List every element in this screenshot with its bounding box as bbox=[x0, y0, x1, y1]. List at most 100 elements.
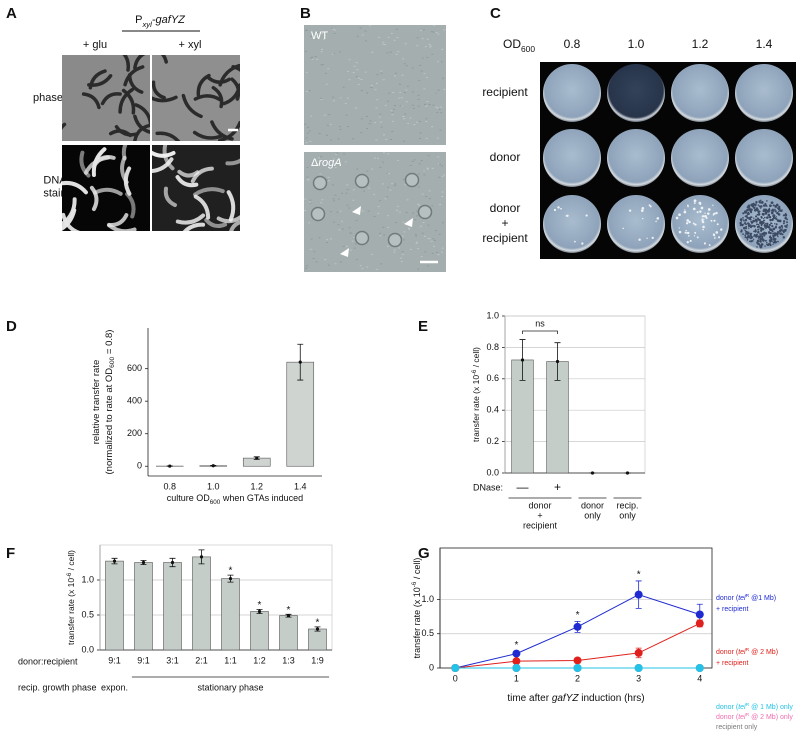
data-point bbox=[555, 359, 560, 364]
texture bbox=[319, 173, 322, 175]
colony bbox=[763, 223, 767, 227]
cell bbox=[162, 145, 175, 171]
x-tick-label: 3 bbox=[636, 673, 641, 683]
colony bbox=[678, 227, 680, 229]
texture bbox=[419, 64, 422, 66]
colony bbox=[684, 231, 687, 234]
colony bbox=[775, 225, 777, 228]
colony bbox=[776, 207, 779, 209]
colony bbox=[688, 220, 691, 224]
texture bbox=[415, 235, 418, 237]
panel-label: B bbox=[300, 5, 311, 22]
annotation: * bbox=[637, 570, 641, 581]
legend-label-part: recipient only bbox=[716, 724, 758, 731]
colony bbox=[746, 239, 749, 241]
texture bbox=[345, 114, 348, 116]
texture bbox=[373, 157, 376, 159]
texture bbox=[348, 59, 351, 61]
texture bbox=[394, 183, 397, 185]
texture bbox=[398, 97, 401, 99]
texture bbox=[332, 53, 335, 55]
texture bbox=[355, 62, 358, 64]
cell bbox=[62, 212, 81, 231]
texture bbox=[305, 137, 308, 139]
colony bbox=[678, 213, 681, 217]
colony bbox=[649, 205, 652, 208]
texture bbox=[307, 126, 310, 128]
cell bbox=[133, 114, 150, 134]
colony bbox=[566, 214, 569, 217]
colony bbox=[761, 212, 765, 216]
texture bbox=[383, 152, 386, 154]
texture bbox=[320, 202, 323, 204]
texture bbox=[386, 196, 389, 198]
colony bbox=[640, 209, 644, 212]
texture bbox=[437, 156, 440, 158]
colony bbox=[715, 211, 718, 215]
legend-label-part: @ 2 Mb) only bbox=[749, 714, 793, 721]
texture bbox=[395, 53, 398, 55]
colony bbox=[743, 223, 745, 225]
bar bbox=[221, 578, 240, 651]
legend-label-part: R bbox=[746, 647, 750, 653]
colony bbox=[744, 210, 748, 214]
row-label: DNA bbox=[43, 174, 67, 186]
y-axis-label: transfer rate (x 10-6 / cell) bbox=[411, 558, 422, 659]
texture bbox=[411, 104, 414, 106]
texture bbox=[306, 167, 309, 169]
image-label-part: rogA bbox=[318, 157, 341, 169]
colony bbox=[754, 218, 758, 222]
texture bbox=[337, 224, 340, 226]
texture bbox=[334, 194, 337, 196]
row-label: recipient bbox=[482, 231, 528, 245]
plate bbox=[607, 195, 665, 253]
colony bbox=[760, 229, 763, 232]
texture bbox=[423, 88, 426, 90]
texture bbox=[413, 124, 416, 126]
texture bbox=[382, 134, 385, 136]
colony bbox=[758, 201, 761, 204]
texture bbox=[432, 104, 435, 106]
texture bbox=[347, 71, 350, 73]
texture bbox=[409, 164, 412, 166]
texture bbox=[389, 51, 392, 53]
colony bbox=[744, 219, 747, 222]
texture bbox=[384, 104, 387, 106]
texture bbox=[423, 170, 426, 172]
row-label: + bbox=[501, 216, 508, 230]
colony bbox=[693, 235, 696, 237]
cell bbox=[93, 187, 123, 196]
texture bbox=[404, 43, 407, 45]
colony bbox=[705, 217, 708, 219]
texture bbox=[436, 251, 439, 253]
colony bbox=[686, 241, 689, 244]
colony bbox=[756, 208, 759, 211]
cell bbox=[62, 180, 88, 195]
cell bbox=[93, 155, 116, 167]
texture bbox=[335, 153, 338, 155]
colony bbox=[779, 219, 781, 221]
legend-label-part: R bbox=[746, 702, 750, 708]
colony bbox=[766, 216, 769, 219]
cell bbox=[107, 223, 137, 231]
colony bbox=[742, 212, 745, 215]
x-tick-label: 1:2 bbox=[253, 655, 266, 665]
texture bbox=[346, 184, 349, 186]
texture bbox=[330, 238, 333, 240]
colony bbox=[765, 227, 767, 230]
bar bbox=[279, 615, 298, 651]
colony bbox=[678, 230, 682, 234]
group-label: donor bbox=[581, 500, 604, 510]
legend-label-part: @ 2 Mb) bbox=[749, 649, 778, 656]
texture bbox=[376, 74, 379, 76]
texture bbox=[334, 167, 337, 169]
y-axis-label-part: transfer rate (x 10 bbox=[471, 375, 481, 442]
cell bbox=[118, 87, 135, 114]
cell bbox=[122, 55, 131, 72]
texture bbox=[420, 225, 423, 227]
texture bbox=[371, 51, 374, 53]
colony bbox=[692, 207, 696, 211]
x-axis-label-part: gafYZ bbox=[552, 693, 580, 704]
texture bbox=[439, 106, 442, 108]
colony bbox=[781, 233, 784, 236]
